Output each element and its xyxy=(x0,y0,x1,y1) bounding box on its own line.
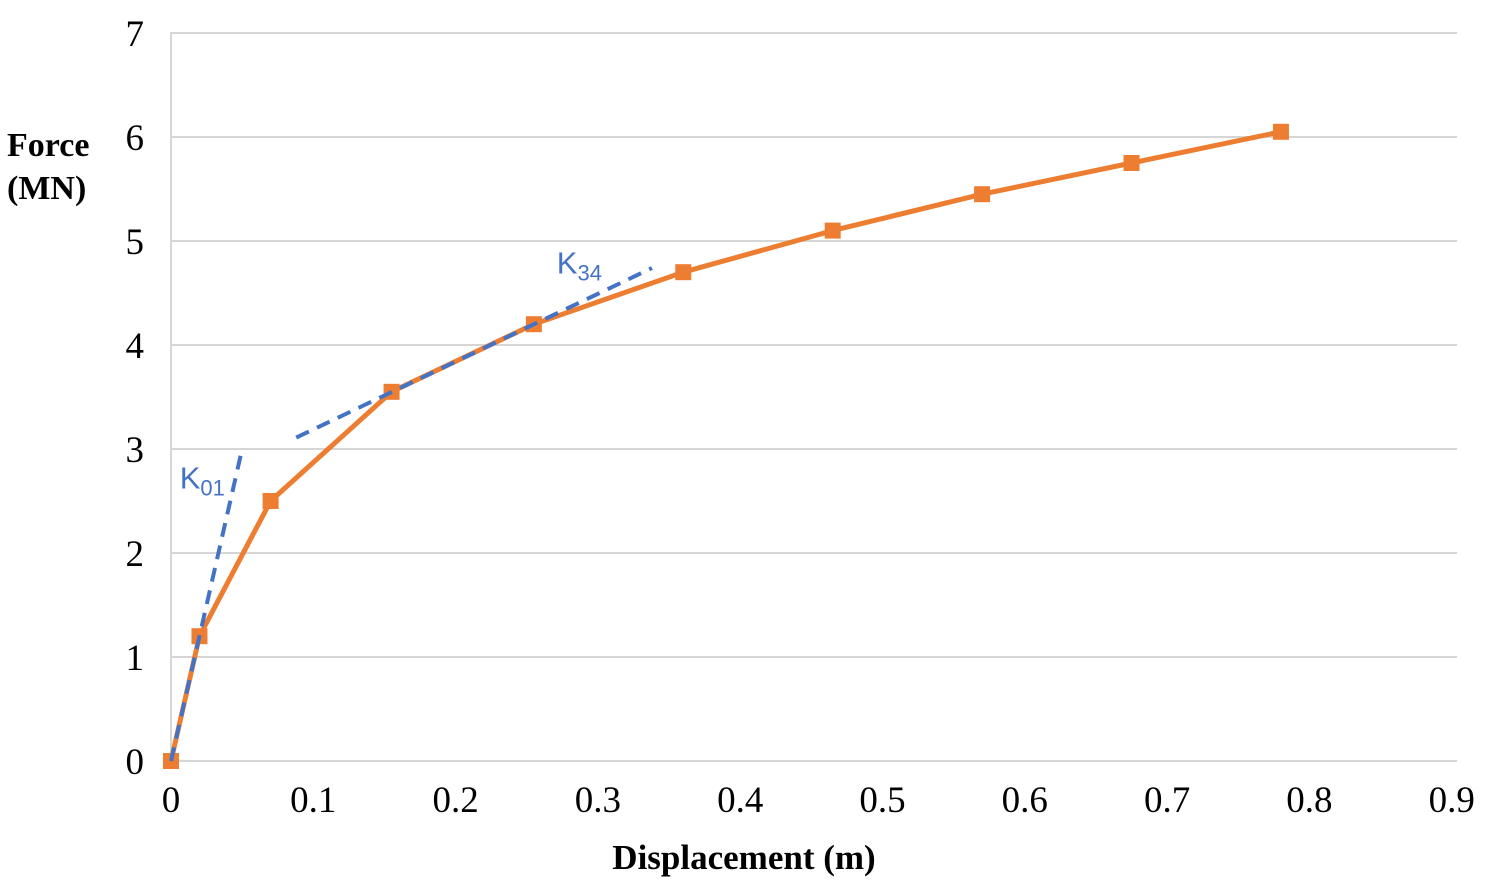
force-displacement-line xyxy=(168,129,1282,762)
data-point-marker xyxy=(824,222,841,239)
y-tick-label: 5 xyxy=(126,222,145,263)
k34-base: K xyxy=(556,245,578,281)
data-point-marker xyxy=(262,493,279,509)
y-tick-label: 7 xyxy=(126,14,145,55)
data-point-marker xyxy=(974,186,991,203)
y-tick-label: 2 xyxy=(126,534,145,575)
y-tick-label: 3 xyxy=(126,430,145,471)
stiffness-label-k34: K34 xyxy=(557,247,602,284)
x-tick-label: 0.3 xyxy=(575,780,621,821)
x-axis-title: Displacement (m) xyxy=(612,838,876,877)
x-tick-label: 0.2 xyxy=(432,780,478,821)
k01-base: K xyxy=(179,460,201,496)
x-tick-label: 0.4 xyxy=(717,780,763,821)
data-point-marker xyxy=(1272,123,1289,140)
y-axis-title-line2: (MN) xyxy=(7,170,87,207)
k34-subscript: 34 xyxy=(577,260,602,286)
x-tick-label: 0 xyxy=(162,780,181,821)
x-tick-label: 0.9 xyxy=(1429,780,1475,821)
y-tick-label: 0 xyxy=(126,742,145,783)
x-tick-label: 0.1 xyxy=(290,780,336,821)
stiffness-line-k34 xyxy=(295,266,653,440)
data-point-marker xyxy=(1123,155,1140,171)
x-tick-label: 0.8 xyxy=(1286,780,1332,821)
x-tick-label: 0.7 xyxy=(1144,780,1190,821)
stiffness-line-k01 xyxy=(169,448,245,762)
x-tick-label: 0.5 xyxy=(859,780,905,821)
y-tick-label: 4 xyxy=(126,326,145,367)
y-axis-title-line1: Force xyxy=(7,127,90,164)
data-point-marker xyxy=(675,264,692,281)
y-axis-title: Force (MN) xyxy=(7,124,89,210)
k01-subscript: 01 xyxy=(200,475,225,501)
y-tick-label: 6 xyxy=(126,118,145,159)
x-tick-label: 0.6 xyxy=(1002,780,1048,821)
stiffness-label-k01: K01 xyxy=(180,463,225,500)
y-tick-label: 1 xyxy=(126,638,145,679)
